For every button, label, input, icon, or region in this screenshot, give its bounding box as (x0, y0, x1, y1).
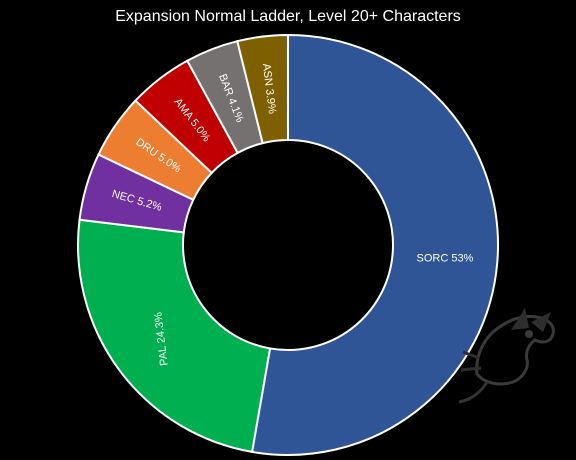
slice-label: SORC 53% (416, 252, 473, 264)
logo-watermark-icon (458, 308, 555, 404)
donut-slice (250, 33, 499, 456)
donut-slice (77, 218, 272, 454)
donut-slice (236, 33, 289, 145)
slices-layer (77, 33, 499, 456)
chart-title: Expansion Normal Ladder, Level 20+ Chara… (115, 8, 461, 25)
